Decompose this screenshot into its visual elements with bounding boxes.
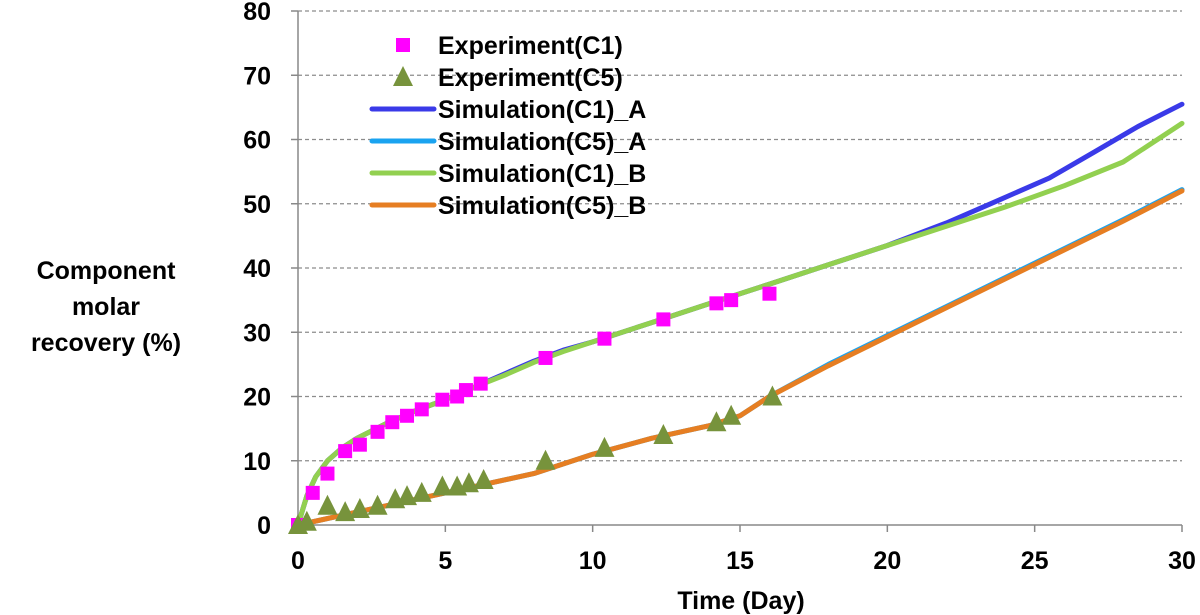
- legend-label-5: Simulation(C5)_B: [438, 192, 646, 220]
- y-axis-title-line-3: recovery (%): [31, 329, 181, 357]
- y-tick-label-0: 0: [257, 512, 271, 540]
- series-1-point-3: [335, 501, 356, 522]
- series-0-point-1: [305, 485, 320, 500]
- series-0-point-2: [320, 466, 335, 481]
- series-line-3: [295, 187, 1185, 528]
- y-tick-label-2: 20: [243, 384, 271, 412]
- x-tick-label-2: 10: [579, 547, 607, 575]
- series-1-point-17: [721, 404, 742, 425]
- x-tick-label-3: 15: [726, 547, 754, 575]
- legend-label-0: Experiment(C1): [438, 32, 623, 60]
- y-tick-label-4: 40: [243, 255, 271, 283]
- series-1-point-14: [594, 436, 615, 457]
- series-1-point-8: [411, 481, 432, 502]
- series-0-point-9: [435, 392, 450, 407]
- y-tick-label-5: 50: [243, 191, 271, 219]
- series-0-point-6: [385, 415, 400, 430]
- series-1-point-18: [762, 385, 783, 406]
- series-0-point-15: [656, 312, 671, 327]
- y-tick-label-7: 70: [243, 62, 271, 90]
- series-1-point-2: [317, 494, 338, 515]
- x-tick-label-0: 0: [291, 547, 305, 575]
- series-0-point-14: [597, 331, 612, 346]
- x-tick-label-6: 30: [1168, 547, 1196, 575]
- series-0-point-3: [338, 444, 353, 459]
- x-tick-label-4: 20: [873, 547, 901, 575]
- series-0-point-17: [724, 293, 739, 308]
- series-0-point-16: [709, 296, 724, 311]
- legend-label-1: Experiment(C5): [438, 64, 623, 92]
- series-1-point-5: [367, 494, 388, 515]
- series-0-point-11: [458, 383, 473, 398]
- y-axis-title-line-2: molar: [72, 293, 140, 321]
- series-1-point-1: [296, 510, 317, 531]
- y-tick-label-1: 10: [243, 448, 271, 476]
- x-tick-label-1: 5: [438, 547, 452, 575]
- y-tick-label-3: 30: [243, 319, 271, 347]
- series-1-point-15: [653, 424, 674, 445]
- series-line-5: [295, 188, 1185, 528]
- series-line-2: [295, 101, 1185, 528]
- series-0-point-18: [762, 286, 777, 301]
- y-tick-label-6: 60: [243, 127, 271, 155]
- series-1-point-11: [458, 472, 479, 493]
- series-1-point-9: [432, 475, 453, 496]
- x-axis-title: Time (Day): [677, 587, 804, 615]
- y-axis-title-line-1: Component: [37, 257, 177, 285]
- series-1-point-4: [349, 497, 370, 518]
- legend-label-4: Simulation(C1)_B: [438, 160, 646, 188]
- legend-label-2: Simulation(C1)_A: [438, 96, 646, 124]
- series-line-4: [295, 120, 1185, 528]
- series-0-point-8: [414, 402, 429, 417]
- legend-marker-1: [393, 66, 413, 86]
- legend-label-3: Simulation(C5)_A: [438, 128, 646, 156]
- x-tick-label-5: 25: [1021, 547, 1049, 575]
- y-tick-label-8: 80: [243, 0, 271, 26]
- legend-marker-0: [396, 38, 410, 52]
- series-1-point-13: [535, 449, 556, 470]
- series-1-point-7: [397, 485, 418, 506]
- series-0-point-4: [352, 437, 367, 452]
- series-1-point-12: [473, 469, 494, 490]
- series-0-point-13: [538, 350, 553, 365]
- series-0-point-12: [473, 376, 488, 391]
- series-0-point-5: [370, 424, 385, 439]
- series-1-point-16: [706, 411, 727, 432]
- series-0-point-7: [400, 408, 415, 423]
